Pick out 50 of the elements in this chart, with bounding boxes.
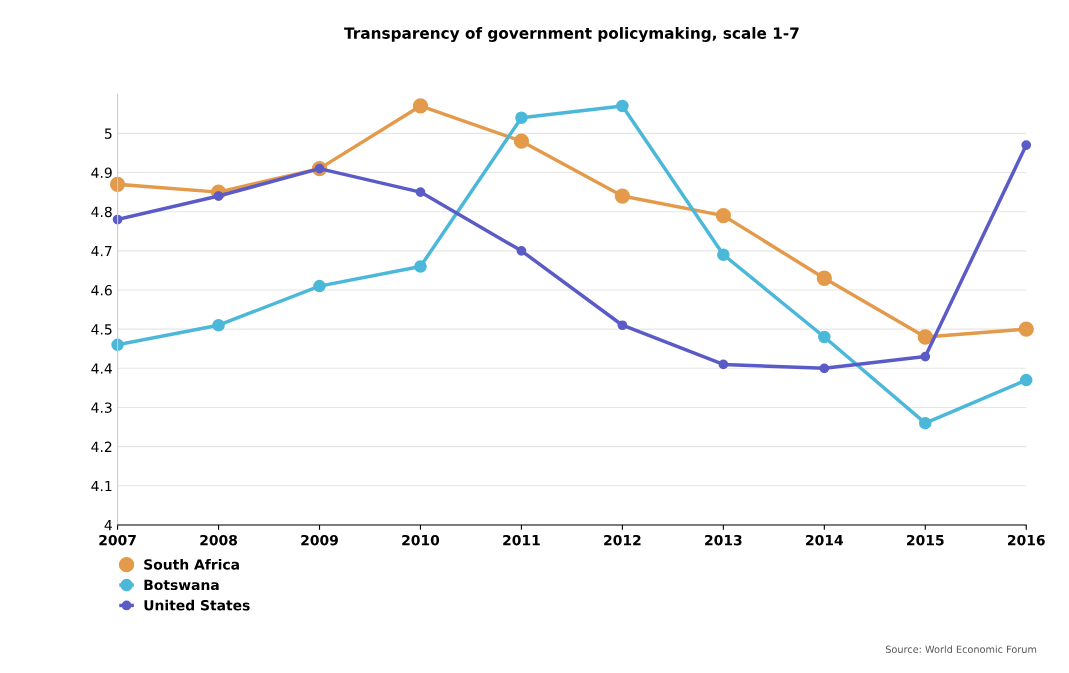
point: [415, 187, 426, 197]
y-tick-label: 4.9: [91, 167, 112, 179]
x-tick-label: 2011: [503, 534, 540, 546]
point: [717, 248, 730, 262]
x-tick-label: 2008: [200, 534, 238, 546]
point: [819, 363, 830, 374]
x-tick-label: 2010: [402, 534, 440, 546]
point: [1018, 321, 1034, 337]
y-tick-label: 4.7: [91, 246, 112, 257]
y-tick-label: 4.6: [91, 284, 112, 296]
point: [313, 279, 326, 293]
y-tick-label: 4: [104, 520, 112, 531]
y-tick-label: 4.3: [91, 402, 112, 413]
source-note: Source: World Economic Forum: [885, 645, 1037, 653]
point: [614, 188, 631, 204]
y-tick-label: 4.2: [91, 441, 112, 452]
x-tick-label: 2016: [1008, 534, 1045, 546]
y-tick-label: 4.5: [91, 324, 112, 335]
x-tick-label: 2015: [907, 534, 944, 546]
point: [917, 329, 933, 345]
y-tick-label: 4.4: [91, 363, 112, 374]
point: [718, 359, 729, 370]
y-tick-label: 5: [104, 128, 112, 139]
point: [919, 416, 932, 430]
y-tick-label: 4.8: [91, 206, 112, 218]
x-tick-label: 2014: [806, 534, 844, 546]
point: [816, 270, 832, 286]
point: [513, 133, 530, 149]
point: [818, 330, 831, 344]
point: [412, 98, 429, 114]
x-tick-label: 2012: [604, 534, 641, 546]
point: [212, 318, 225, 332]
legend-label: Botswana: [144, 579, 219, 591]
x-tick-label: 2007: [99, 534, 136, 546]
y-tick-label: 4.1: [91, 480, 112, 492]
point: [414, 260, 427, 273]
point: [109, 176, 126, 192]
chart-title: Transparency of government policymaking, scale 1-7: [344, 27, 799, 42]
point: [1021, 140, 1032, 150]
x-tick-label: 2013: [705, 534, 742, 546]
point: [616, 99, 629, 113]
point: [1019, 373, 1033, 387]
point: [617, 320, 628, 331]
point: [715, 207, 731, 224]
legend-label: United States: [144, 599, 250, 611]
legend-label: South Africa: [144, 558, 239, 570]
x-tick-label: 2009: [301, 534, 338, 546]
point: [515, 111, 528, 124]
point: [516, 245, 527, 256]
point: [920, 351, 931, 362]
